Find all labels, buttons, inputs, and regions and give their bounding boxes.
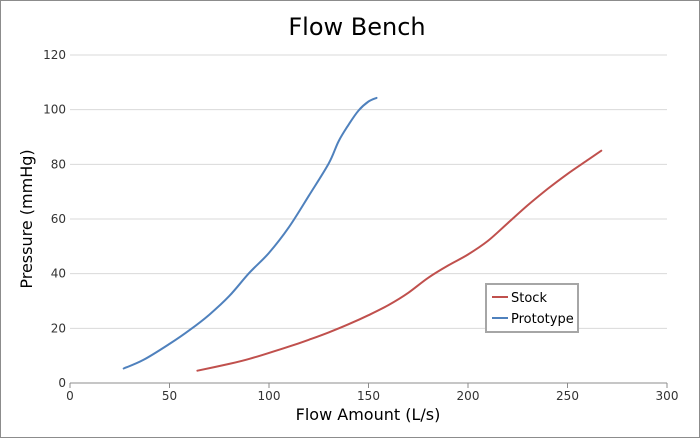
y-tick-label: 20 xyxy=(51,321,66,335)
x-tick-label: 200 xyxy=(457,389,480,403)
chart-title: Flow Bench xyxy=(288,13,425,41)
x-tick-label: 0 xyxy=(66,389,74,403)
legend: Stock Prototype xyxy=(485,283,579,333)
axes xyxy=(69,382,668,388)
y-tick-label: 60 xyxy=(51,212,66,226)
legend-label-prototype: Prototype xyxy=(511,312,574,327)
series-line-prototype xyxy=(122,96,378,370)
y-tick-label: 100 xyxy=(43,103,66,117)
series-line-stock xyxy=(196,149,603,372)
x-tick-label: 100 xyxy=(258,389,281,403)
legend-label-stock: Stock xyxy=(511,291,547,306)
y-tick-label: 0 xyxy=(58,376,66,390)
x-tick-label: 250 xyxy=(556,389,579,403)
x-tick-label: 150 xyxy=(357,389,380,403)
x-tick-label: 50 xyxy=(162,389,177,403)
y-tick-label: 40 xyxy=(51,267,66,281)
series-lines xyxy=(122,96,603,372)
y-tick-label: 80 xyxy=(51,157,66,171)
x-axis-title: Flow Amount (L/s) xyxy=(296,405,441,424)
y-axis-title: Pressure (mmHg) xyxy=(17,149,36,288)
legend-box xyxy=(485,283,579,333)
x-tick-label: 300 xyxy=(656,389,679,403)
y-tick-label: 120 xyxy=(43,48,66,62)
tick-labels: 0 20 40 60 80 100 120 0 50 100 150 200 250 300 xyxy=(43,48,678,403)
